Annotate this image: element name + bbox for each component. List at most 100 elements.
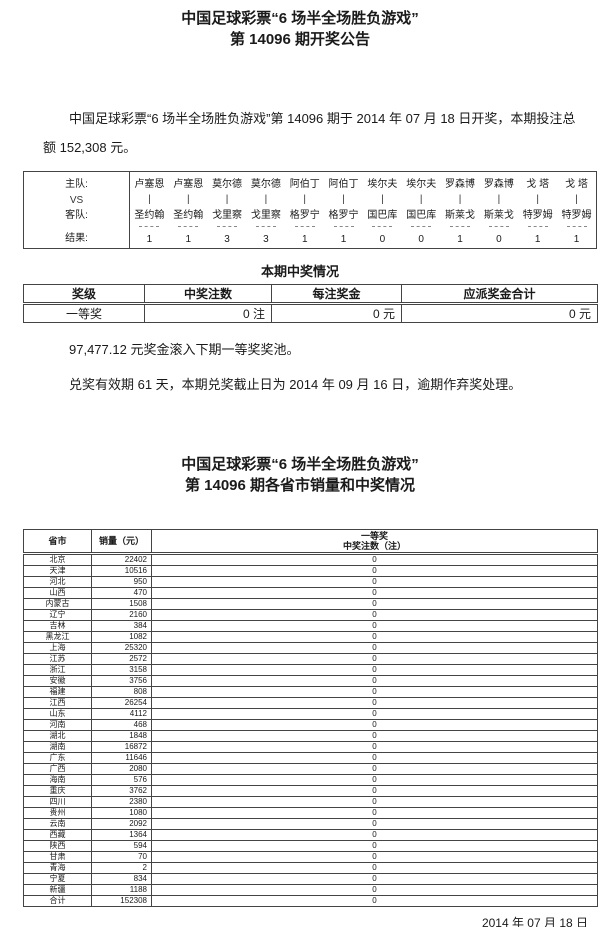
half-full-separator-line — [566, 223, 587, 232]
province-name: 辽宁 — [23, 609, 92, 621]
province-row: 山西 470 0 — [23, 587, 598, 599]
province-sales: 1188 — [91, 884, 152, 896]
province-header-prize: 一等奖 中奖注数（注） — [151, 529, 598, 555]
vs-bar: | — [381, 194, 384, 206]
province-name: 江西 — [23, 697, 92, 709]
province-row: 上海 25320 0 — [23, 642, 598, 654]
province-name: 青海 — [23, 862, 92, 874]
province-sales: 2092 — [91, 818, 152, 830]
vs-bar: | — [419, 194, 423, 206]
away-team-name: 斯莱戈 — [483, 209, 514, 221]
away-team-name: 特罗姆 — [561, 209, 592, 221]
province-row: 江西 26254 0 — [23, 697, 598, 709]
province-name: 新疆 — [23, 884, 92, 896]
page-title-line1: 中国足球彩票“6 场半全场胜负游戏” — [181, 10, 419, 27]
province-sales: 2380 — [91, 796, 152, 808]
away-team-name: 戈里察 — [212, 209, 243, 221]
match-results-table: 主队: VS 客队: 结果: 卢塞恩 | 圣约翰 1 卢塞恩 | 圣约翰 — [23, 171, 597, 249]
province-sales: 22402 — [91, 553, 152, 566]
province-table-body: 北京 22402 0 天津 10516 0 河北 950 0 山西 — [23, 553, 598, 907]
province-name: 贵州 — [23, 807, 92, 819]
prize-level-value: 一等奖 — [23, 303, 145, 323]
province-prize-count: 0 — [151, 565, 598, 577]
province-name: 安徽 — [23, 675, 92, 687]
half-full-separator-line — [411, 223, 432, 232]
province-header-prize-group: 一等奖 — [360, 531, 388, 541]
match-column: 戈 塔 | 特罗姆 1 — [557, 172, 596, 248]
vs-bar: | — [264, 194, 268, 206]
home-team-name: 罗森博 — [483, 179, 514, 190]
match-result-value: 1 — [185, 233, 192, 245]
province-row: 河北 950 0 — [23, 576, 598, 588]
province-prize-count: 0 — [151, 598, 598, 610]
province-row: 湖南 16872 0 — [23, 741, 598, 753]
prize-data-row: 一等奖 0 注 0 元 0 元 — [23, 303, 598, 323]
province-row: 新疆 1188 0 — [23, 884, 598, 896]
province-sales: 1364 — [91, 829, 152, 841]
rollover-note: 97,477.12 元奖金滚入下期一等奖奖池。 — [69, 342, 300, 357]
match-column: 罗森博 | 斯莱戈 0 — [479, 172, 518, 248]
prize-count-value: 0 注 — [144, 303, 272, 323]
province-name: 浙江 — [23, 664, 92, 676]
province-name: 甘肃 — [23, 851, 92, 863]
prize-header-total: 应派奖金合计 — [401, 284, 598, 305]
province-row: 海南 576 0 — [23, 774, 598, 786]
province-prize-count: 0 — [151, 620, 598, 632]
home-team-name: 莫尔德 — [212, 179, 243, 190]
province-prize-count: 0 — [151, 686, 598, 698]
away-team-name: 特罗姆 — [522, 209, 553, 221]
vs-bar: | — [575, 194, 578, 206]
province-sales: 1080 — [91, 807, 152, 819]
province-name: 福建 — [23, 686, 92, 698]
half-full-separator-line — [450, 223, 471, 232]
footer-date: 2014 年 07 月 18 日 — [481, 916, 588, 927]
province-row: 吉林 384 0 — [23, 620, 598, 632]
vs-bar: | — [303, 194, 307, 206]
vs-row-label: VS — [69, 194, 84, 206]
province-name: 黑龙江 — [23, 631, 92, 643]
home-team-name: 罗森博 — [445, 179, 476, 190]
province-sales: 1848 — [91, 730, 152, 742]
province-name: 山西 — [23, 587, 92, 599]
prize-header-per-bet: 每注奖金 — [271, 284, 402, 305]
province-sales: 2160 — [91, 609, 152, 621]
province-name: 重庆 — [23, 785, 92, 797]
match-column: 卢塞恩 | 圣约翰 1 — [130, 172, 169, 248]
province-sales: 3158 — [91, 664, 152, 676]
province-name: 湖北 — [23, 730, 92, 742]
province-name: 吉林 — [23, 620, 92, 632]
province-row: 湖北 1848 0 — [23, 730, 598, 742]
province-name: 广东 — [23, 752, 92, 764]
province-sales: 468 — [91, 719, 152, 731]
province-prize-count: 0 — [151, 796, 598, 808]
province-row: 西藏 1364 0 — [23, 829, 598, 841]
province-sales: 70 — [91, 851, 152, 863]
province-prize-count: 0 — [151, 730, 598, 742]
province-prize-count: 0 — [151, 719, 598, 731]
province-row: 黑龙江 1082 0 — [23, 631, 598, 643]
province-prize-count: 0 — [151, 553, 598, 566]
match-table-row-labels: 主队: VS 客队: 结果: — [24, 172, 130, 248]
half-full-separator-line — [488, 223, 509, 232]
away-team-name: 格罗宁 — [289, 209, 320, 221]
province-sales-table: 省市 销量（元） 一等奖 中奖注数（注） 北京 22402 0 天津 10516 — [23, 529, 598, 907]
province-sales: 11646 — [91, 752, 152, 764]
prize-table: 奖级 中奖注数 每注奖金 应派奖金合计 一等奖 0 注 0 元 0 元 — [23, 284, 598, 323]
province-row: 浙江 3158 0 — [23, 664, 598, 676]
province-row: 重庆 3762 0 — [23, 785, 598, 797]
intro-paragraph: 中国足球彩票“6 场半全场胜负游戏”第 14096 期于 2014 年 07 月… — [43, 111, 576, 155]
province-prize-count: 0 — [151, 653, 598, 665]
province-prize-count: 0 — [151, 862, 598, 874]
match-result-value: 1 — [146, 233, 153, 245]
province-prize-count: 0 — [151, 807, 598, 819]
province-sales: 2572 — [91, 653, 152, 665]
match-column: 莫尔德 | 戈里察 3 — [246, 172, 285, 248]
province-sales: 25320 — [91, 642, 152, 654]
vs-bar: | — [342, 194, 345, 206]
match-column: 莫尔德 | 戈里察 3 — [208, 172, 247, 248]
province-sales: 3762 — [91, 785, 152, 797]
province-header-name: 省市 — [23, 529, 92, 555]
province-name: 山东 — [23, 708, 92, 720]
validity-note: 兑奖有效期 61 天，本期兑奖截止日为 2014 年 09 月 16 日，逾期作… — [69, 377, 522, 392]
